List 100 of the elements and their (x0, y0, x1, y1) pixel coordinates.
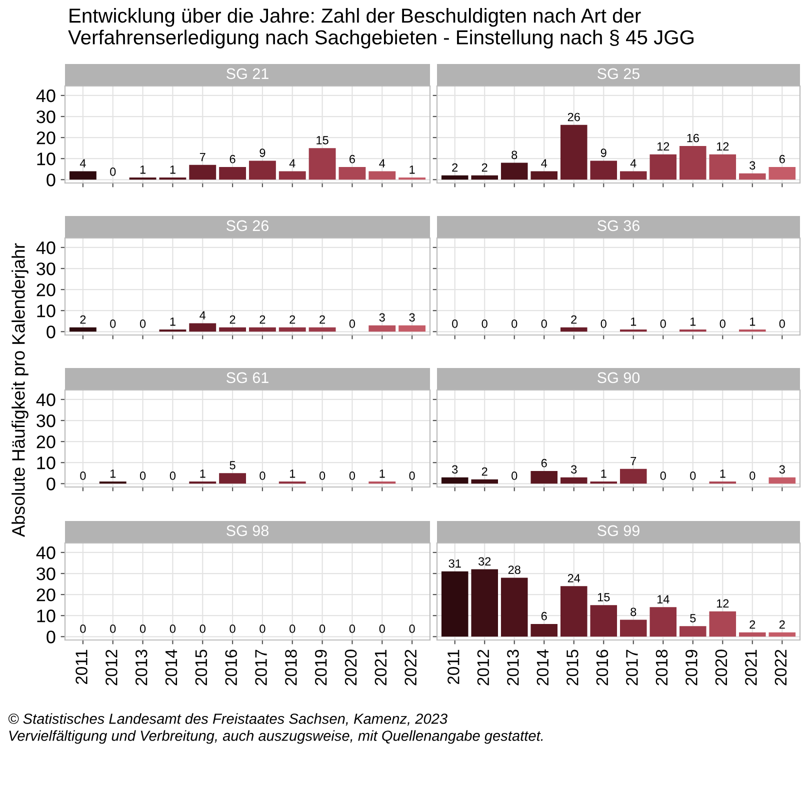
bar (620, 620, 647, 637)
data-label: 2 (482, 467, 488, 476)
x-tick-label: 2022 (774, 650, 787, 686)
y-tick-label: 20 (36, 435, 56, 448)
x-tick-label: 2017 (255, 650, 267, 686)
data-label: 3 (779, 465, 785, 474)
data-label: 12 (716, 142, 729, 151)
x-tick-label: 2018 (656, 650, 668, 686)
data-label: 12 (657, 142, 670, 151)
text: Entwicklung über die Jahre: Zahl der Beschuldigten nach Art der Verfahrenserledigung nach Sachgebieten - Einstellung nach § 45 JGG (68, 8, 694, 48)
data-label: 0 (319, 624, 326, 633)
bar (560, 477, 588, 484)
x-tick-label: 2017 (626, 650, 638, 686)
data-label: 2 (260, 315, 266, 324)
data-label: 0 (349, 624, 356, 633)
bar (530, 471, 558, 484)
bar (471, 175, 498, 180)
data-label: 0 (541, 320, 547, 328)
y-tick-label: 10 (37, 610, 56, 622)
data-label: 0 (260, 624, 266, 633)
data-label: 2 (320, 315, 325, 324)
x-tick-label: 2011 (76, 650, 88, 684)
data-label: 0 (600, 320, 606, 328)
y-tick-label: 30 (36, 110, 56, 124)
data-label: 8 (630, 608, 636, 616)
data-label: 6 (541, 612, 547, 620)
data-label: 0 (779, 320, 785, 328)
y-tick-label: 0 (46, 478, 56, 490)
data-label: 31 (448, 559, 461, 568)
bar (398, 325, 426, 332)
chart-title: SG 26 (226, 220, 268, 232)
data-label: 7 (630, 456, 636, 466)
bar (768, 167, 796, 180)
data-label: 1 (410, 166, 415, 174)
data-label: 0 (230, 624, 236, 633)
y-tick-label: 30 (36, 262, 56, 276)
x-tick-label: 2015 (195, 650, 208, 686)
bar (739, 173, 766, 180)
data-label: 6 (779, 154, 785, 164)
data-label: 3 (571, 465, 577, 474)
x-tick-label: 2021 (745, 650, 757, 686)
data-label: 5 (690, 614, 696, 622)
data-label: 0 (482, 320, 488, 328)
data-label: 2 (750, 620, 756, 629)
data-label: 5 (230, 461, 236, 470)
data-label: 0 (110, 320, 116, 328)
data-label: 4 (200, 311, 206, 320)
bar (500, 162, 528, 180)
bar (739, 632, 766, 637)
data-label: 2 (482, 163, 488, 172)
bar (500, 578, 528, 637)
bar (278, 327, 306, 332)
y-axis-title: Absolute Häufigkeit pro Kalenderjahr (12, 243, 28, 537)
data-label: 0 (290, 624, 296, 633)
y-tick-label: 10 (37, 304, 56, 318)
data-label: 0 (140, 320, 146, 328)
bar (768, 632, 796, 637)
x-tick-label: 2021 (374, 650, 387, 686)
bar (471, 479, 498, 484)
data-label: 1 (170, 318, 176, 326)
data-label: 4 (289, 159, 296, 168)
bar (620, 468, 647, 484)
data-label: 0 (80, 472, 86, 480)
bar (248, 160, 276, 180)
y-tick-label: 40 (36, 241, 56, 254)
chart-title: SG 90 (598, 372, 640, 384)
bar (308, 327, 336, 332)
data-label: 0 (349, 472, 356, 480)
data-label: 3 (379, 313, 385, 322)
data-label: 4 (80, 159, 86, 168)
bar (441, 477, 468, 484)
bar (368, 171, 396, 180)
data-label: 3 (452, 465, 458, 474)
chart-title: SG 25 (598, 68, 640, 80)
y-tick-label: 40 (36, 546, 56, 560)
data-label: 1 (200, 470, 206, 478)
y-tick-label: 40 (36, 89, 56, 102)
bar (189, 164, 216, 180)
data-label: 0 (260, 472, 266, 480)
bar (768, 477, 796, 484)
data-label: 14 (657, 595, 670, 604)
x-tick-label: 2018 (285, 650, 297, 686)
data-label: 0 (140, 472, 146, 480)
data-label: 2 (571, 315, 577, 324)
data-label: 1 (601, 470, 606, 478)
data-label: 0 (170, 624, 176, 633)
bar (219, 327, 246, 332)
data-label: 2 (230, 315, 236, 324)
data-label: 1 (110, 470, 116, 478)
x-tick-label: 2013 (507, 650, 519, 686)
bar (441, 175, 468, 180)
data-label: 32 (478, 557, 491, 566)
bar (679, 626, 706, 637)
x-tick-label: 2012 (106, 650, 118, 686)
text: Vervielfältigung und Verbreitung, auch auszugsweise, mit Quellenangabe gestattet. (9, 730, 543, 744)
bar (189, 323, 216, 332)
data-label: 6 (541, 458, 547, 468)
y-tick-label: 10 (37, 152, 56, 166)
data-label: 4 (541, 159, 548, 168)
bar (368, 325, 396, 332)
